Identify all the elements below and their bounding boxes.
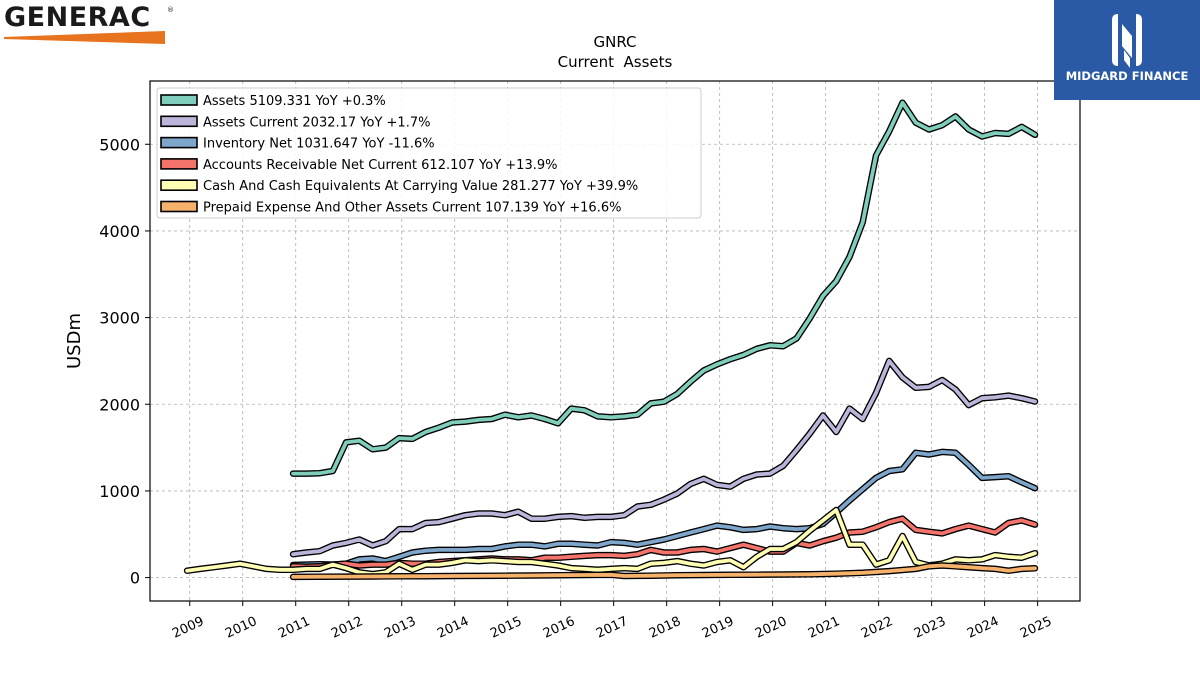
y-tick-label: 5000 bbox=[99, 135, 140, 154]
x-tick-label: 2011 bbox=[276, 614, 312, 642]
legend-label: Accounts Receivable Net Current 612.107 … bbox=[203, 158, 558, 173]
x-tick-label: 2015 bbox=[488, 614, 524, 642]
legend-swatch bbox=[160, 200, 198, 213]
x-tick-label: 2019 bbox=[700, 614, 736, 642]
generac-logo-text: GENERAC bbox=[4, 2, 151, 33]
legend-swatch bbox=[160, 94, 198, 106]
y-tick-label: 4000 bbox=[99, 222, 140, 241]
y-tick-label: 3000 bbox=[99, 309, 140, 328]
y-tick-label: 1000 bbox=[99, 482, 140, 501]
midgard-finance-logo: MIDGARD FINANCE bbox=[1054, 0, 1200, 100]
x-tick-label: 2025 bbox=[1018, 614, 1054, 642]
legend-swatch bbox=[160, 136, 198, 149]
y-axis: 0 1000 2000 3000 4000 5000 bbox=[99, 135, 150, 588]
midgard-monogram-icon bbox=[1112, 14, 1142, 68]
x-tick-label: 2024 bbox=[965, 614, 1001, 642]
x-tick-label: 2020 bbox=[753, 614, 789, 642]
plot-frame bbox=[149, 80, 1081, 602]
x-tick-label: 2010 bbox=[223, 614, 259, 642]
legend-label: Inventory Net 1031.647 YoY -11.6% bbox=[203, 137, 435, 152]
legend-swatch bbox=[160, 179, 198, 191]
generac-logo: GENERAC ® bbox=[4, 4, 174, 44]
legend: Assets 5109.331 YoY +0.3% Assets Current … bbox=[156, 87, 702, 219]
series-line-4 bbox=[185, 508, 1037, 576]
generac-swoosh-icon bbox=[4, 31, 165, 44]
series-line-5 bbox=[291, 563, 1037, 579]
x-axis: 2009 2010 2011 2012 2013 2014 2015 2016 2017 2018… bbox=[170, 601, 1054, 642]
x-tick-label: 2017 bbox=[594, 614, 630, 642]
x-tick-label: 2022 bbox=[859, 614, 895, 642]
legend-box bbox=[156, 87, 702, 219]
chart-title: GNRC bbox=[594, 33, 637, 51]
y-tick-label: 0 bbox=[130, 569, 140, 588]
generac-registered-mark: ® bbox=[167, 6, 174, 14]
x-tick-label: 2023 bbox=[912, 614, 948, 642]
series-line-outline-2 bbox=[289, 448, 1039, 569]
legend-swatch bbox=[160, 115, 198, 128]
series-line-3 bbox=[291, 516, 1037, 569]
x-tick-label: 2016 bbox=[541, 614, 577, 642]
x-tick-label: 2012 bbox=[329, 614, 365, 642]
series-lines bbox=[183, 99, 1039, 581]
midgard-finance-logo-text: MIDGARD FINANCE bbox=[1065, 69, 1189, 83]
legend-label: Prepaid Expense And Other Assets Current… bbox=[203, 201, 621, 216]
series-line-1 bbox=[291, 359, 1037, 557]
chart-subtitle: Current Assets bbox=[558, 53, 673, 71]
y-tick-label: 2000 bbox=[99, 395, 140, 414]
series-line-2 bbox=[291, 450, 1037, 567]
x-tick-label: 2014 bbox=[435, 614, 471, 642]
legend-label: Cash And Cash Equivalents At Carrying Va… bbox=[203, 179, 638, 194]
x-tick-label: 2009 bbox=[170, 614, 206, 642]
legend-swatch bbox=[160, 158, 198, 170]
series-line-0 bbox=[291, 100, 1037, 476]
x-tick-label: 2021 bbox=[806, 614, 842, 642]
y-axis-label: USDm bbox=[64, 313, 85, 369]
series-line-outline-1 bbox=[289, 357, 1039, 558]
legend-label: Assets Current 2032.17 YoY +1.7% bbox=[203, 115, 430, 130]
x-tick-label: 2018 bbox=[647, 614, 683, 642]
legend-label: Assets 5109.331 YoY +0.3% bbox=[203, 94, 386, 109]
x-tick-label: 2013 bbox=[382, 614, 418, 642]
